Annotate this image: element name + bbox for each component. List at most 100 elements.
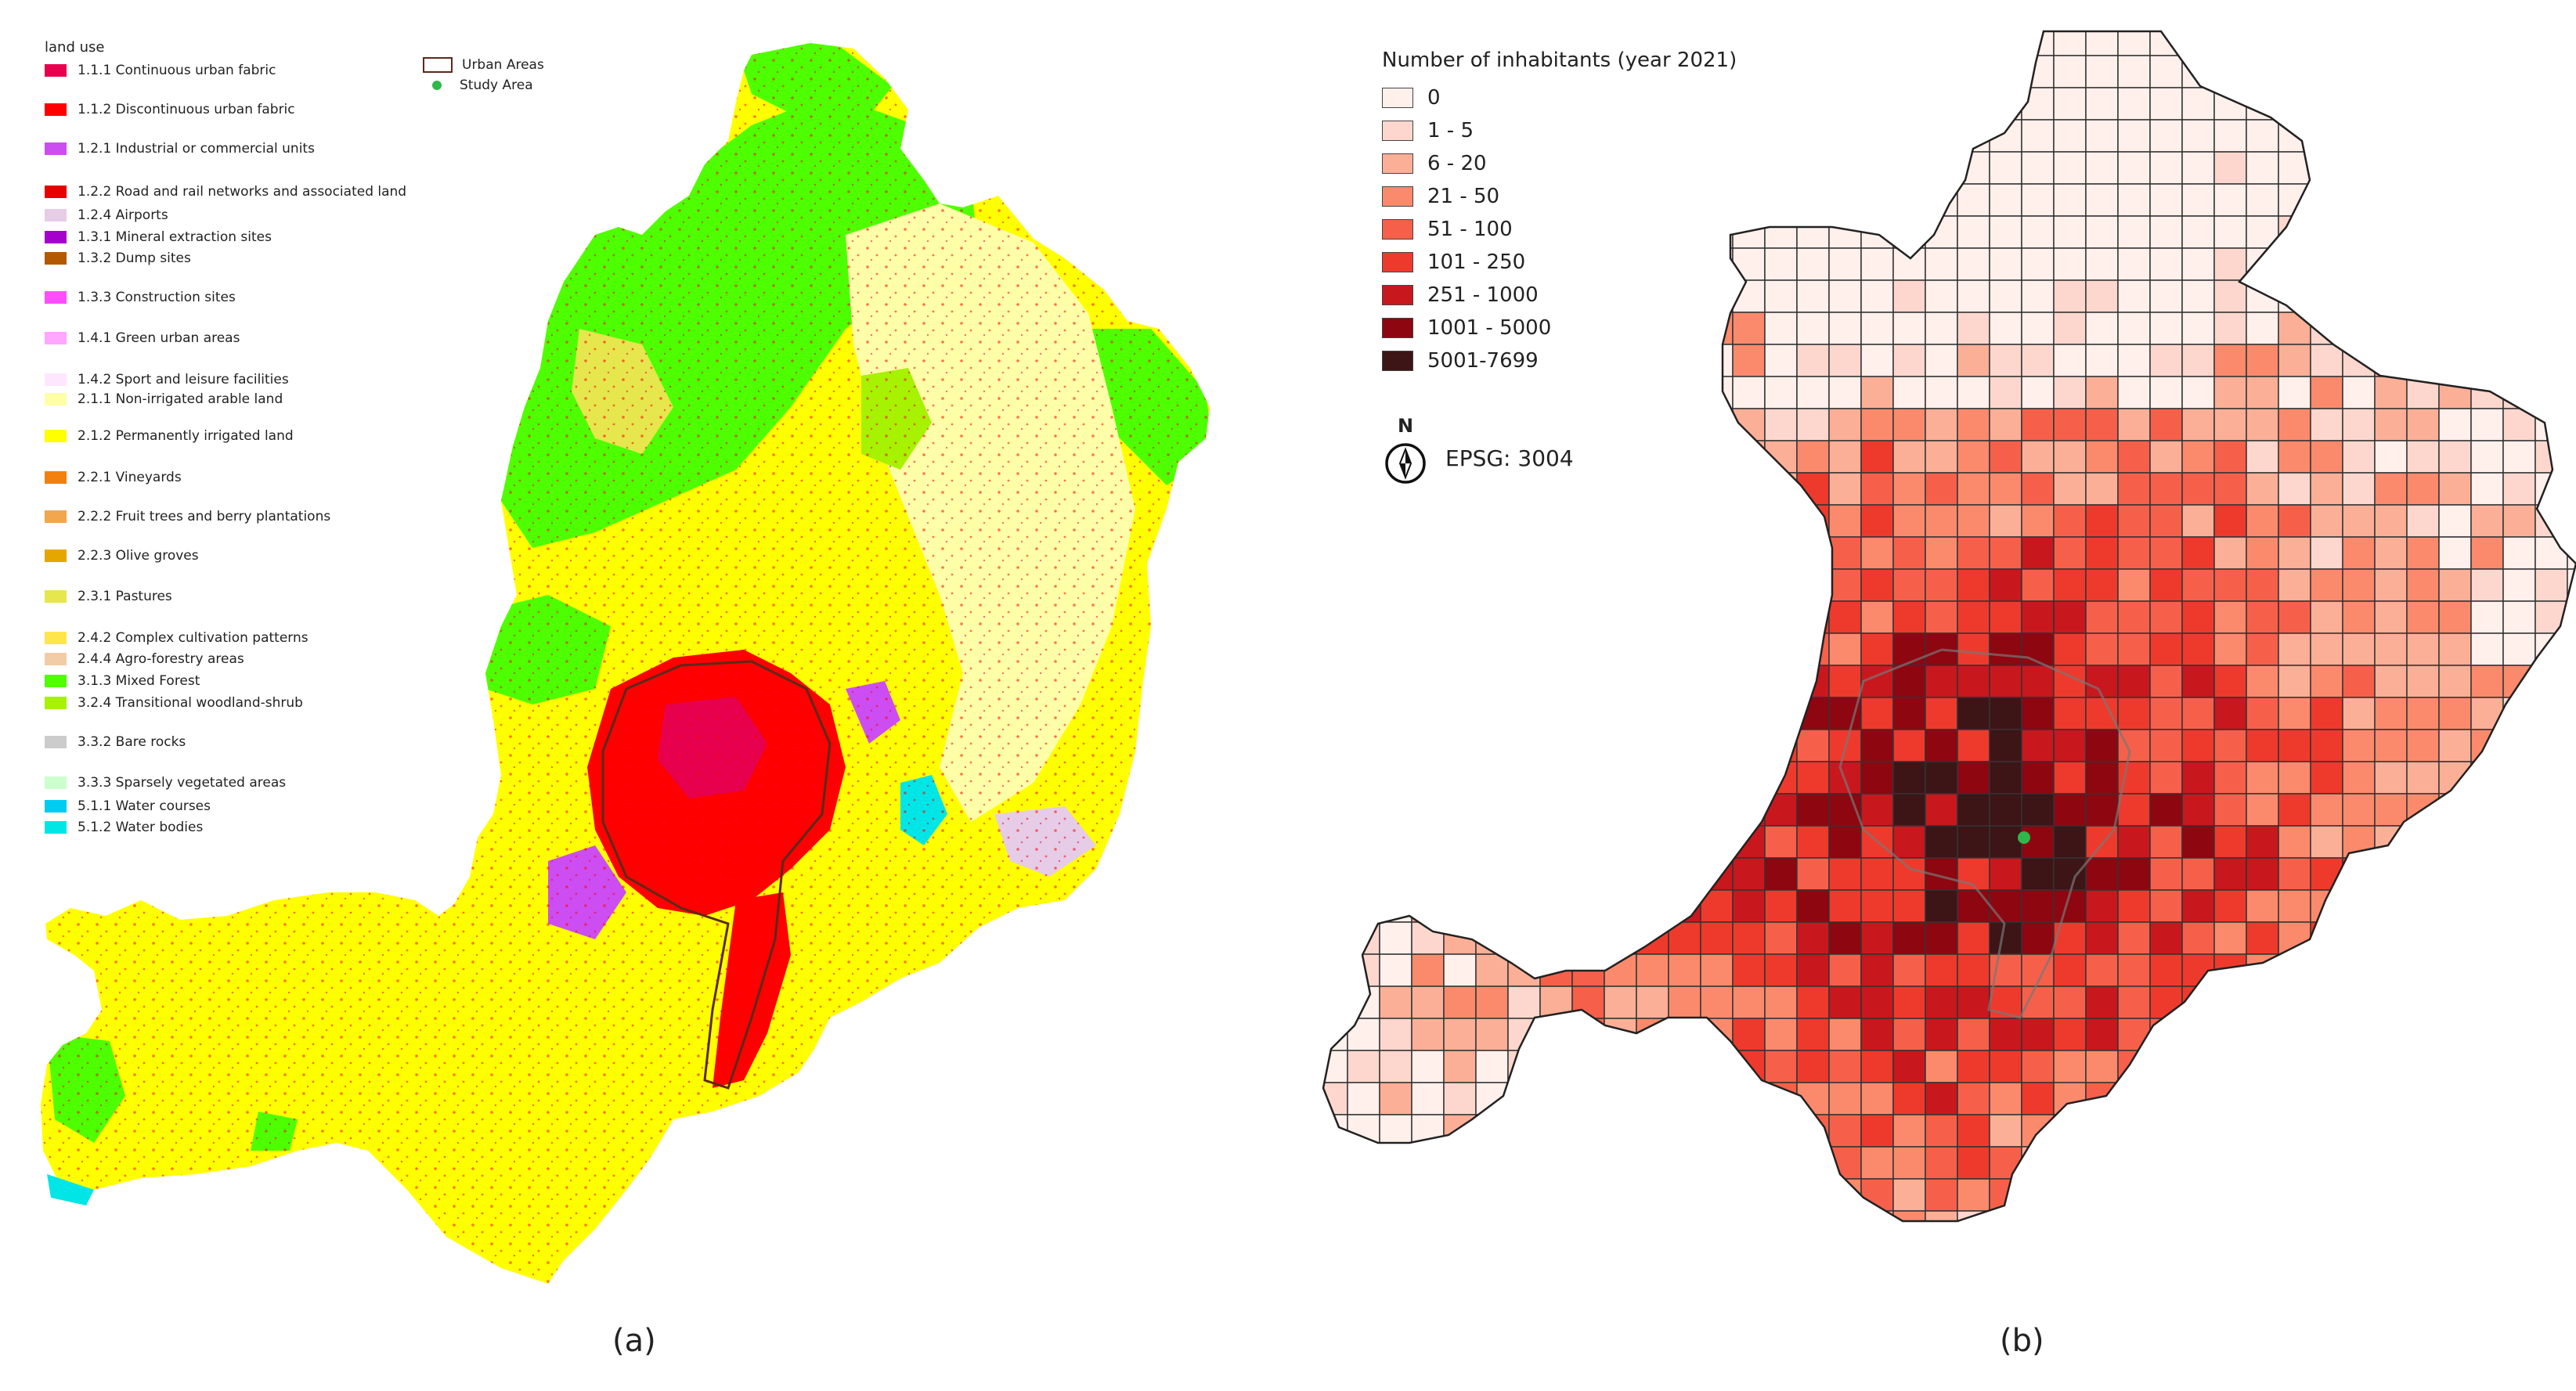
grid-cell [1604,1114,1637,1148]
legend-label: 5.1.1 Water courses [78,798,211,814]
grid-cell [1347,825,1380,859]
grid-cell [1892,1210,1926,1221]
grid-cell [1925,889,1958,923]
grid-cell [1989,600,2022,634]
grid-cell [1604,1210,1637,1221]
legend-label: 3.3.3 Sparsely vegetated areas [78,775,287,791]
grid-cell [1925,1050,1958,1083]
grid-cell [1957,825,1990,859]
grid-cell [2438,119,2472,153]
grid-cell [2021,1178,2055,1212]
grid-cell [2342,312,2376,345]
grid-cell [1347,247,1380,281]
grid-cell [1636,953,1669,987]
grid-cell [1892,953,1926,987]
grid-cell [1604,825,1637,859]
grid-cell [1925,600,1958,634]
grid-cell [1323,953,1348,987]
grid-cell [2021,921,2055,955]
legend-item-population-class: 0 [1382,81,1737,114]
legend-item-study-area: Study Area [423,75,544,95]
legend-item-land-use: 2.3.1 Pastures [45,589,172,604]
grid-cell [1700,761,1734,795]
grid-cell [2406,344,2440,377]
legend-swatch [45,393,67,405]
grid-cell [1604,697,1637,730]
grid-cell [2181,376,2215,409]
grid-cell [2246,1146,2279,1180]
grid-cell [2117,215,2151,249]
grid-cell [1668,729,1701,762]
grid-cell [1539,536,1573,570]
grid-cell [1989,1114,2022,1148]
legend-swatch [1382,153,1413,174]
grid-cell [2021,279,2055,313]
grid-cell [2535,31,2568,56]
grid-cell [2085,215,2119,249]
grid-cell [1507,665,1541,698]
grid-cell [1764,665,1798,698]
grid-cell [1411,729,1445,762]
grid-cell [2374,472,2408,506]
grid-cell [1571,600,1605,634]
grid-cell [2470,793,2504,827]
grid-cell [2310,1114,2343,1148]
grid-cell [2567,215,2576,249]
grid-cell [2502,793,2536,827]
grid-cell [1636,761,1669,795]
grid-cell [2149,119,2183,153]
grid-cell [1860,568,1894,602]
grid-cell [2567,1082,2576,1115]
grid-cell [1668,1018,1701,1051]
grid-cell [1860,986,1894,1019]
grid-cell [2310,1178,2343,1212]
grid-cell [2470,472,2504,506]
grid-cell [1732,247,1766,281]
grid-cell [1700,1146,1734,1180]
grid-cell [1539,729,1573,762]
grid-cell [2374,344,2408,377]
grid-cell [2278,1082,2311,1115]
grid-cell [2021,600,2055,634]
grid-cell [1604,761,1637,795]
grid-cell [2310,761,2343,795]
grid-cell [2310,697,2343,730]
grid-cell [1860,1050,1894,1083]
grid-cell [2246,665,2279,698]
grid-cell [1989,183,2022,217]
grid-cell [1379,568,1412,602]
grid-cell [1604,793,1637,827]
grid-cell [1989,1050,2022,1083]
legend-item-land-use: 2.4.4 Agro-forestry areas [45,651,244,667]
grid-cell [1668,953,1701,987]
grid-cell [2181,215,2215,249]
legend-item-land-use: 1.1.2 Discontinuous urban fabric [45,102,295,117]
grid-cell [2053,279,2087,313]
grid-cell [1828,1146,1862,1180]
grid-cell [2117,408,2151,441]
grid-cell [2502,729,2536,762]
legend-swatch [45,332,67,344]
grid-cell [1764,857,1798,891]
grid-cell [2438,87,2472,121]
grid-cell [2278,1018,2311,1051]
grid-cell [1323,857,1348,891]
grid-cell [1764,376,1798,409]
grid-cell [1796,825,1830,859]
grid-cell [2085,889,2119,923]
grid-cell [1828,632,1862,666]
grid-cell [2053,408,2087,441]
grid-cell [2374,1050,2408,1083]
grid-cell [1925,793,1958,827]
grid-cell [2342,376,2376,409]
grid-cell [2567,376,2576,409]
grid-cell [1475,697,1509,730]
grid-cell [1571,921,1605,955]
legend-swatch [1382,88,1413,108]
grid-cell [2535,1050,2568,1083]
grid-cell [1764,55,1798,88]
grid-cell [2438,1050,2472,1083]
grid-cell [2535,247,2568,281]
grid-cell [2053,825,2087,859]
grid-cell [2406,921,2440,955]
